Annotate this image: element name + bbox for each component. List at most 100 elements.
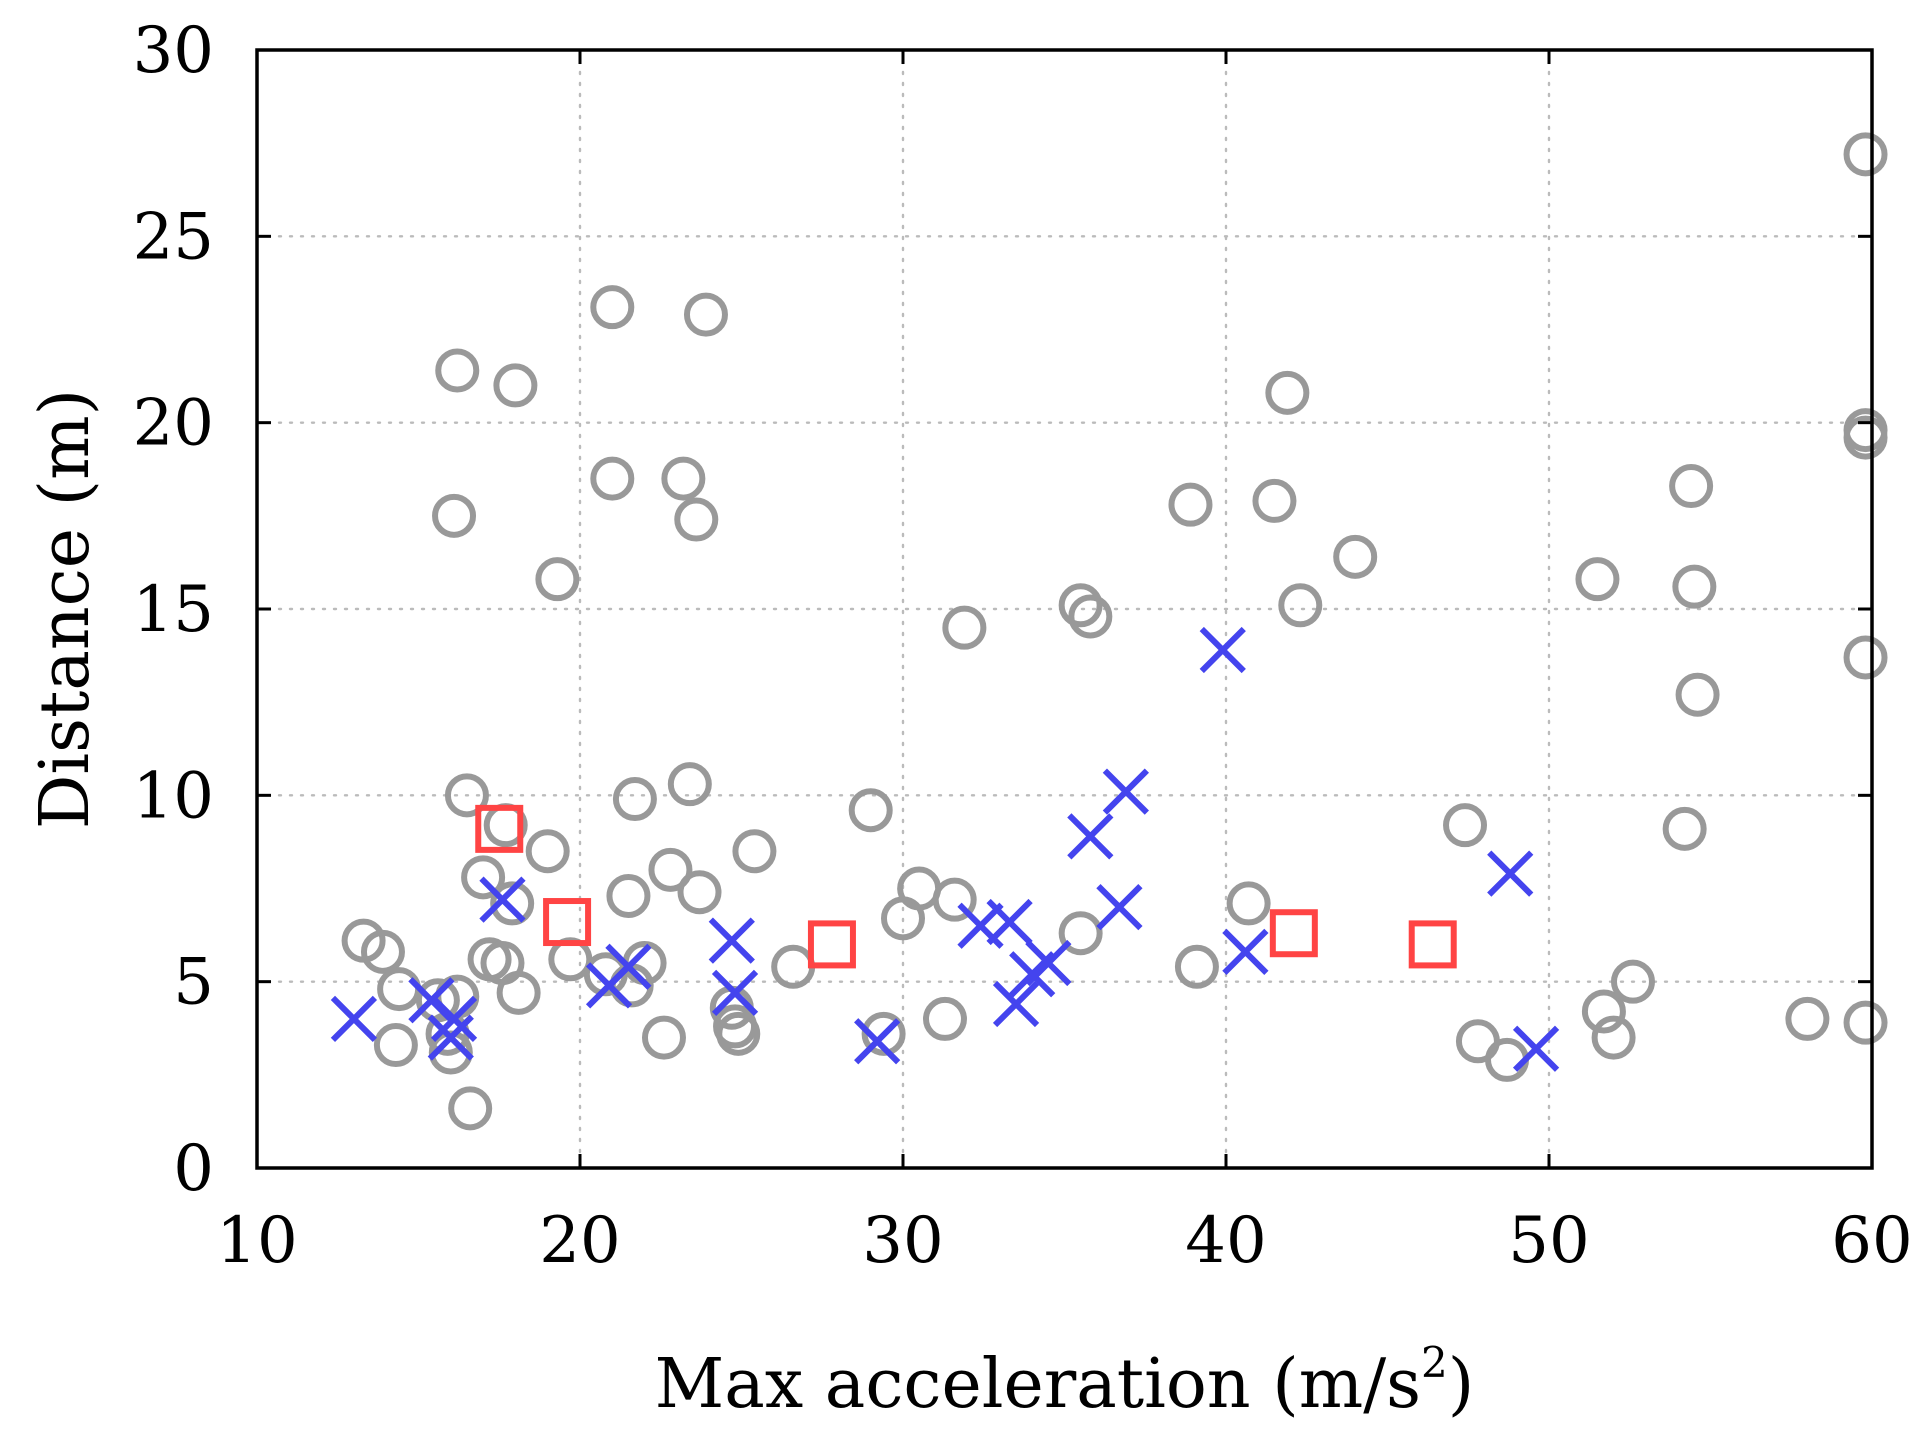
data-point-circle [612,777,657,822]
data-point-cross [1096,884,1143,931]
data-point-circle [641,1015,686,1060]
data-point-circle [448,1086,493,1131]
y-tick-label: 5 [173,946,214,1020]
data-point-circle [1174,944,1219,989]
data-point-circle [590,456,635,501]
series-layer [330,132,1888,1131]
data-point-circle [1278,583,1323,628]
data-point-cross [430,995,478,1043]
data-point-cross [479,876,526,923]
data-point-circle [1843,635,1888,680]
data-point-cross [1512,1025,1560,1072]
x-axis-title-main: Max acceleration (m/s [655,1345,1421,1424]
data-point-cross [330,995,378,1043]
data-point-circle [1672,564,1717,609]
x-tick-label: 30 [862,1204,943,1278]
data-point-circle [1843,132,1888,177]
data-point-circle [732,829,777,874]
data-point-circle [1662,806,1707,851]
x-tick-label: 50 [1508,1204,1589,1278]
data-point-circle [1575,557,1620,602]
data-point-circle [922,996,967,1041]
x-axis-title: Max acceleration (m/s2) [655,1338,1475,1424]
grid-layer [255,48,1874,1170]
data-point-circle [1785,996,1830,1041]
series-x [330,626,1560,1072]
data-point-circle [1669,464,1714,509]
data-point-circle [848,788,893,833]
data-point-circle [1485,1037,1530,1082]
data-point-cross [1102,768,1149,815]
y-tick-label: 10 [133,759,214,833]
data-point-cross [711,969,759,1016]
data-point-circle [1058,583,1103,628]
data-point-square [807,920,856,969]
x-tick-label: 10 [216,1204,297,1278]
data-point-square [1408,920,1457,969]
data-point-circle [590,285,635,330]
data-point-circle [444,773,489,818]
data-point-circle [432,493,477,538]
data-point-cross [427,1014,474,1061]
data-point-square [475,804,524,853]
data-point-circle [661,456,706,501]
data-point-circle [435,348,480,393]
data-point-circle [677,870,722,915]
data-point-circle [1581,989,1626,1034]
data-point-cross [1025,939,1072,987]
x-tick-label: 60 [1831,1204,1912,1278]
data-point-circle [496,970,541,1015]
data-point-circle [1252,478,1297,523]
data-point-circle [861,1011,906,1056]
y-tick-label: 0 [173,1132,214,1206]
data-point-cross [1199,626,1246,674]
data-point-cross [986,898,1033,946]
data-point-cross [992,980,1040,1028]
data-point-circle [897,866,942,911]
data-point-circle [1333,534,1378,579]
data-point-cross [1067,813,1114,860]
data-point-circle [360,929,405,974]
y-axis-title: Distance (m) [26,389,105,829]
data-point-circle [606,873,651,918]
data-point-circle [648,847,693,892]
x-tick-label: 20 [539,1204,620,1278]
data-point-circle [1843,1000,1888,1045]
data-point-cross [708,917,755,964]
data-point-cross [1222,928,1269,975]
data-point-circle [1443,803,1488,848]
data-point-circle [716,1011,761,1056]
series-circle [341,132,1888,1131]
data-point-circle [1265,370,1310,415]
data-point-circle [377,967,422,1012]
y-tick-label: 15 [133,573,214,647]
data-point-circle [932,877,977,922]
data-point-circle [1068,594,1113,639]
data-point-circle [373,1023,418,1068]
data-point-cross [1487,850,1534,897]
data-point-circle [1591,1015,1636,1060]
y-tick-label: 20 [133,387,214,461]
x-axis-title-suffix: ) [1448,1345,1475,1424]
data-point-circle [461,855,506,900]
data-point-circle [674,497,719,542]
data-point-circle [1168,482,1213,527]
data-point-cross [854,1018,901,1065]
data-point-circle [683,292,728,337]
data-point-square [1269,909,1318,958]
tick-layer: 10 20 30 40 50 60 0 5 10 15 20 25 30 [133,14,1913,1278]
data-point-circle [535,557,580,602]
data-point-circle [1226,881,1271,926]
data-point-circle [942,605,987,650]
y-tick-label: 25 [133,200,214,274]
data-point-circle [525,829,570,874]
data-point-circle [1675,672,1720,717]
data-point-circle [667,762,712,807]
series-square [475,804,1457,969]
data-point-square [543,898,592,947]
data-point-circle [1843,415,1888,460]
data-point-circle [1610,959,1655,1004]
y-tick-label: 30 [133,14,214,88]
